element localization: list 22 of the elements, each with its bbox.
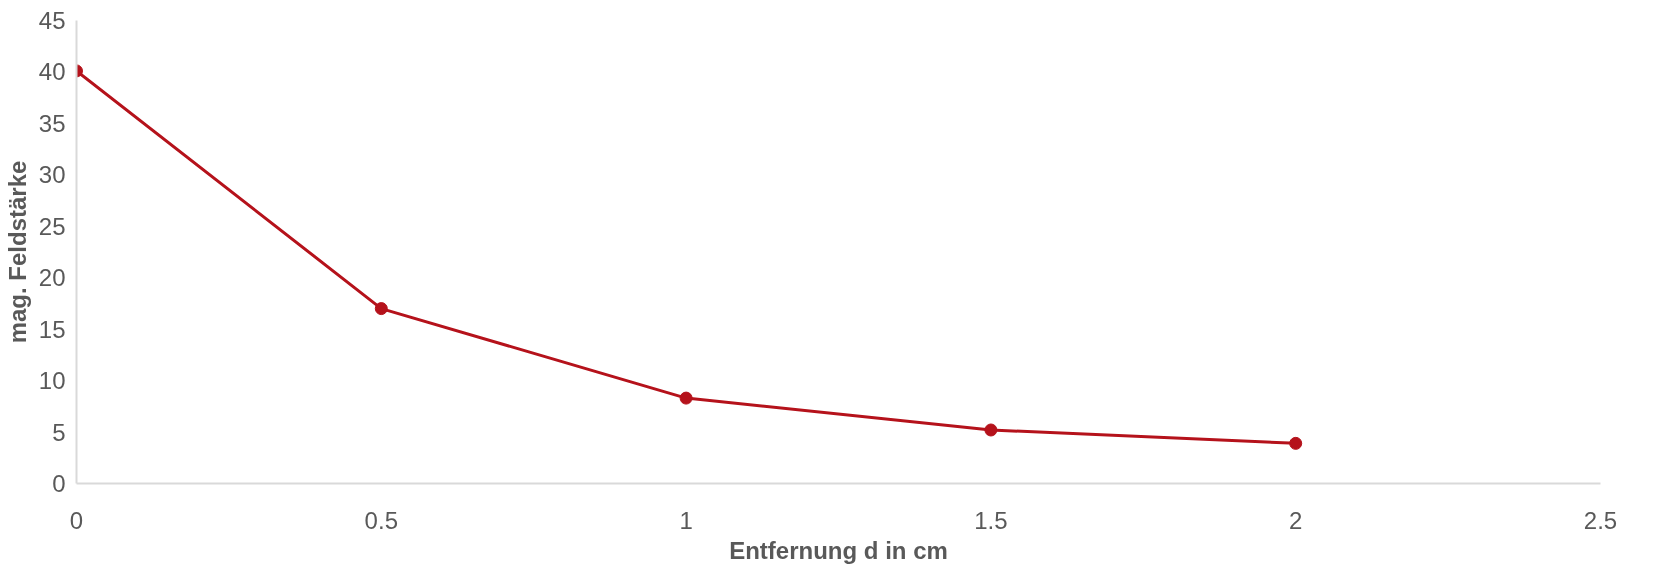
point	[374, 302, 388, 316]
y-axis-title: mag. Feldstärke	[3, 160, 31, 344]
y-tick-label: 40	[38, 58, 66, 86]
y-tick-label: 5	[52, 418, 66, 446]
x-axis-title: Entfernung d in cm	[729, 536, 948, 564]
point	[679, 391, 693, 405]
point	[984, 423, 998, 437]
y-tick-label: 30	[38, 161, 66, 189]
y-tick-label: 0	[52, 470, 66, 497]
y-tick-label: 15	[38, 315, 66, 343]
y-tick-label: 25	[38, 212, 66, 240]
x-tick-label: 1.5	[974, 506, 1008, 534]
y-tick-label: 10	[38, 367, 66, 395]
x-tick-label: 2.5	[1583, 506, 1618, 534]
y-tick-label: 20	[38, 264, 66, 292]
point	[1289, 436, 1303, 450]
y-tick-label: 35	[38, 109, 66, 137]
y-tick-label: 45	[38, 7, 66, 34]
x-tick-label: 2	[1289, 506, 1303, 534]
x-tick-label: 0	[69, 506, 84, 534]
x-tick-label: 0.5	[364, 506, 398, 534]
x-tick-label: 1	[679, 506, 693, 534]
